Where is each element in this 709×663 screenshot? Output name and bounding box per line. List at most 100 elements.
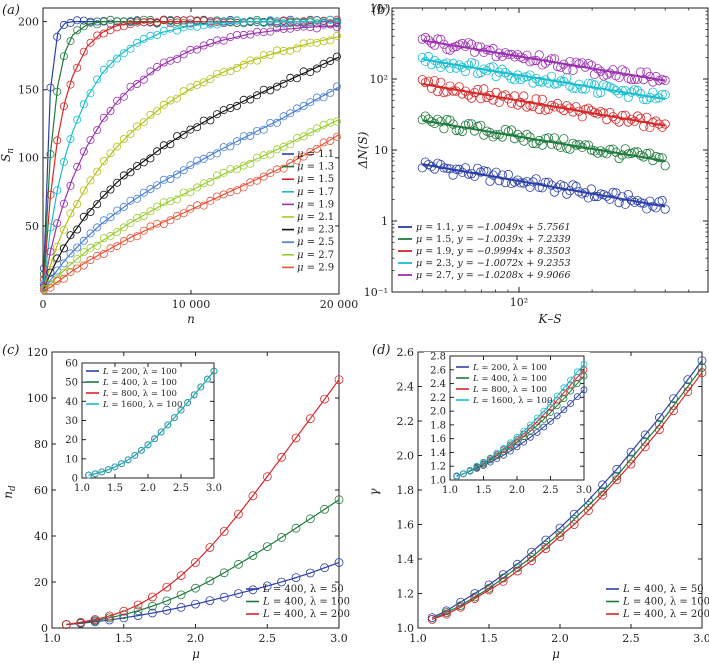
panel-b-marker-1	[605, 144, 615, 155]
panel-a-marker-6	[99, 190, 108, 199]
panel-c-ytick-label: 60	[34, 484, 48, 497]
panel-a-marker-5	[159, 100, 168, 109]
panel-c-inset-marker-3	[197, 383, 205, 391]
panel-a-marker-7	[306, 98, 315, 107]
panel-a-marker-3	[199, 21, 208, 30]
panel-d-inset-legend-Lval: = 400, λ = 100	[479, 374, 547, 384]
panel-c-marker-1	[176, 590, 186, 600]
panel-a-marker-5	[153, 107, 162, 116]
panel-b-marker-0	[645, 196, 655, 206]
panel-a-marker-7	[319, 93, 328, 102]
panel-b-legend-label: μ = 2.3, y = −1.0072x + 9.2353	[416, 258, 571, 269]
panel-a-marker-0	[53, 32, 62, 41]
panel-a-marker-6	[326, 57, 335, 66]
panel-a-marker-8	[219, 168, 228, 177]
panel-b-marker-3	[589, 80, 600, 90]
panel-a-marker-6	[246, 95, 255, 104]
panel-c-inset-xtick-label: 2.0	[140, 483, 156, 494]
panel-a-marker-6	[79, 212, 88, 221]
panel-a-marker-2	[86, 38, 95, 47]
panel-a-ylabel-sub: n	[6, 148, 16, 154]
panel-a-marker-9	[59, 274, 68, 283]
panel-a-marker-4	[219, 36, 228, 45]
panel-b-marker-2	[599, 108, 609, 118]
panel-a-marker-5	[246, 56, 255, 65]
panel-b-marker-2	[642, 112, 652, 122]
panel-d-ytick-label: 1.0	[397, 622, 415, 635]
panel-c-inset-marker-3	[190, 391, 198, 399]
panel-b-marker-3	[614, 88, 624, 99]
panel-a-marker-9	[239, 183, 248, 192]
panel-c-marker-0	[176, 602, 186, 612]
panel-c-inset-line-3	[88, 370, 215, 476]
panel-a-marker-9	[312, 144, 321, 153]
panel-c-marker-1	[234, 559, 243, 569]
panel-a-marker-7	[119, 202, 128, 211]
panel-d-inset-ytick-label: 1.8	[430, 420, 446, 431]
panel-a-ylabel: Sn	[0, 148, 16, 162]
panel-a-marker-3	[166, 24, 175, 33]
panel-b-marker-1	[552, 140, 563, 150]
panel-a-marker-3	[46, 223, 55, 232]
panel-c-xlabel: μ	[192, 647, 200, 661]
panel-d-inset-marker-3	[580, 360, 588, 368]
panel-a-marker-7	[259, 125, 268, 134]
panel-b-marker-1	[506, 125, 517, 135]
panel-a-marker-7	[186, 161, 195, 170]
panel-a-line-4	[42, 25, 340, 292]
panel-c-inset-legend-L: L	[102, 389, 109, 399]
panel-a-marker-3	[66, 135, 75, 144]
panel-b-legend-value: = 1.9,	[422, 246, 457, 257]
panel-a-marker-3	[219, 17, 228, 26]
panel-b-marker-2	[623, 117, 633, 127]
panel-a-marker-6	[173, 132, 182, 141]
panel-b-xtick-label: 10²	[510, 296, 528, 309]
panel-c-inset-marker-3	[164, 421, 172, 429]
panel-a-marker-8	[139, 211, 148, 220]
panel-d-inset-marker-3	[480, 458, 487, 466]
panel-d-marker-0	[555, 523, 565, 533]
panel-d-inset-marker-3	[540, 407, 548, 415]
panel-a-marker-7	[239, 132, 248, 141]
panel-a-marker-9	[299, 152, 308, 161]
panel-c-ytick-label: 120	[27, 346, 48, 359]
panel-a-marker-2	[66, 80, 75, 89]
panel-a-marker-7	[312, 93, 321, 102]
panel-a-marker-5	[99, 156, 108, 165]
panel-d-ytick-label: 2.0	[397, 449, 415, 462]
panel-a-marker-9	[119, 237, 128, 246]
panel-b-marker-2	[436, 77, 446, 87]
panel-b-marker-0	[657, 195, 667, 206]
panel-a-marker-9	[73, 264, 82, 273]
panel-b-marker-0	[417, 163, 427, 173]
panel-d-marker-2	[470, 594, 480, 604]
panel-a-marker-6	[93, 200, 102, 209]
panel-d-inset-line-1	[456, 375, 585, 478]
panel-b-legend-eq: y = −1.0039x + 7.2339	[456, 234, 570, 245]
panel-b-marker-4	[589, 69, 600, 80]
panel-b-marker-0	[651, 203, 661, 213]
panel-b-marker-2	[445, 81, 455, 91]
panel-a-marker-5	[106, 149, 115, 158]
panel-c-marker-2	[191, 558, 200, 567]
panel-d-inset-line-0	[456, 389, 585, 477]
panel-a-marker-4	[193, 45, 202, 54]
panel-a-marker-4	[212, 36, 221, 45]
panel-d-marker-2	[427, 615, 437, 624]
panel-c-inset-xtick-label: 1.0	[74, 483, 90, 494]
panel-a-legend-value: = 1.9	[304, 199, 335, 210]
panel-b-marker-3	[620, 86, 630, 96]
panel-a-marker-6	[199, 116, 208, 125]
panel-a-marker-2	[193, 16, 202, 25]
panel-b-marker-4	[442, 44, 452, 54]
panel-a-marker-8	[226, 165, 235, 174]
panel-c-inset-xtick-label: 2.5	[173, 483, 189, 494]
panel-d-inset-marker-3	[547, 400, 554, 407]
panel-a-marker-6	[73, 225, 82, 234]
panel-c-marker-1	[291, 523, 301, 533]
panel-a-legend-label: μ = 2.9	[297, 262, 334, 273]
panel-d-inset-marker-0	[573, 393, 581, 401]
panel-a-marker-2	[46, 190, 55, 199]
